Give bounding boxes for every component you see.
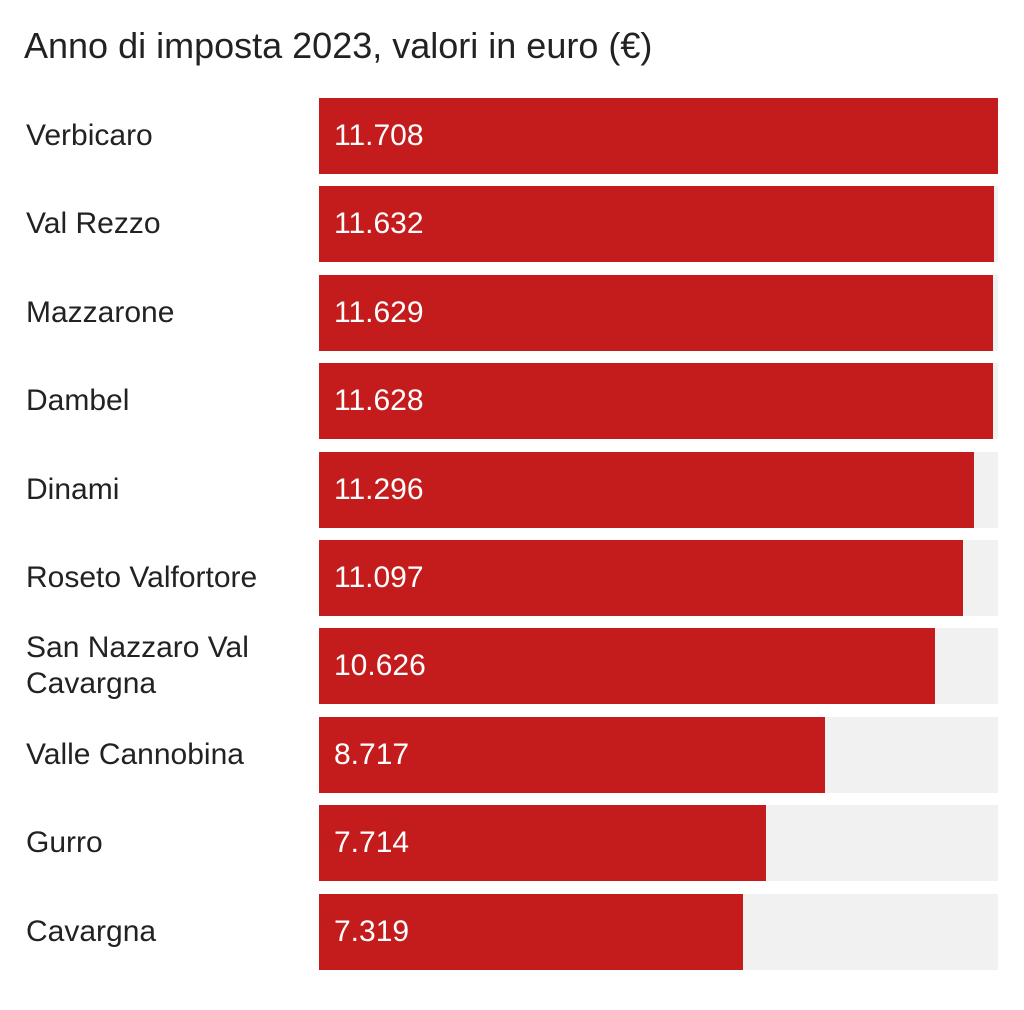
- value-label: 11.629: [334, 295, 424, 329]
- bar-row: Mazzarone 11.629: [0, 274, 1024, 351]
- bar-row: Valle Cannobina 8.717: [0, 716, 1024, 793]
- bar: [319, 716, 825, 793]
- bar-row: San Nazzaro Val Cavargna 10.626: [0, 628, 1024, 705]
- bar-track: 10.626: [319, 628, 998, 705]
- bar-track: 11.296: [319, 451, 998, 528]
- value-label: 11.628: [334, 384, 424, 418]
- category-label: San Nazzaro Val Cavargna: [26, 631, 249, 701]
- category-label: Gurro: [26, 826, 103, 860]
- bar-track: 7.319: [319, 893, 998, 970]
- bar: [319, 540, 963, 616]
- category-label: Roseto Valfortore: [26, 561, 258, 594]
- bar: [319, 805, 766, 882]
- bar: [319, 274, 993, 351]
- value-label: 8.717: [334, 737, 410, 771]
- bar-track: 11.632: [319, 186, 998, 263]
- bar-track: 7.714: [319, 805, 998, 882]
- bar: [319, 893, 743, 970]
- category-label: Valle Cannobina: [26, 737, 244, 771]
- category-label: Dambel: [26, 384, 130, 418]
- bar-track: 11.628: [319, 363, 998, 440]
- value-label: 7.714: [334, 826, 410, 860]
- bar-track: 8.717: [319, 716, 998, 793]
- bar-row: Cavargna 7.319: [0, 893, 1024, 970]
- bar-track: 11.629: [319, 274, 998, 351]
- category-label: Cavargna: [26, 914, 157, 948]
- bar-track: 11.097: [319, 540, 998, 616]
- chart-title: Anno di imposta 2023, valori in euro (€): [24, 25, 653, 66]
- bar-row: Gurro 7.714: [0, 805, 1024, 882]
- bar-row: Val Rezzo 11.632: [0, 186, 1024, 263]
- value-label: 7.319: [334, 914, 410, 948]
- bar: [319, 628, 935, 705]
- category-label: Val Rezzo: [26, 207, 161, 241]
- bar: [319, 451, 974, 528]
- bar-track: 11.708: [319, 98, 998, 174]
- value-label: 11.097: [334, 561, 424, 594]
- bar: [319, 186, 994, 263]
- bar-row: Dinami 11.296: [0, 451, 1024, 528]
- bar: [319, 363, 993, 440]
- value-label: 11.708: [334, 119, 424, 152]
- category-label: Dinami: [26, 472, 120, 506]
- value-label: 11.632: [334, 207, 424, 241]
- value-label: 11.296: [334, 472, 424, 506]
- bar-row: Verbicaro 11.708: [0, 98, 1024, 174]
- bar-row: Dambel 11.628: [0, 363, 1024, 440]
- category-label: Mazzarone: [26, 295, 175, 329]
- bar: [319, 98, 998, 174]
- bar-row: Roseto Valfortore 11.097: [0, 540, 1024, 616]
- category-label: Verbicaro: [26, 119, 153, 152]
- value-label: 10.626: [334, 649, 426, 683]
